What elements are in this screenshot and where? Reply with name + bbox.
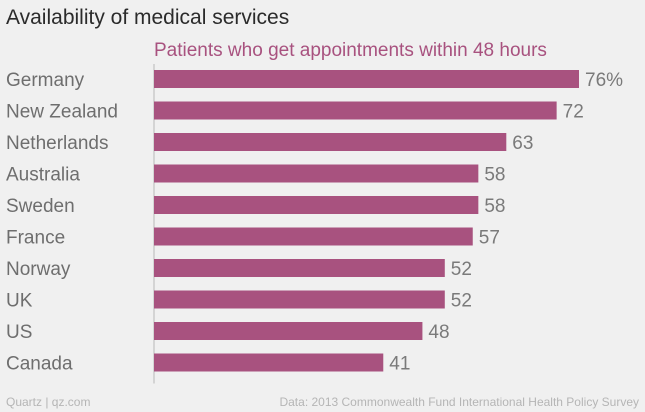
category-label: US [6, 322, 32, 343]
bar [154, 196, 479, 214]
bar [154, 353, 384, 372]
chart-title: Availability of medical services [6, 6, 290, 29]
value-label: 52 [451, 259, 472, 280]
bar [154, 322, 423, 340]
value-label: 63 [512, 133, 533, 154]
value-label: 58 [484, 165, 505, 186]
category-label: UK [6, 291, 33, 312]
category-label: Netherlands [6, 133, 108, 154]
category-label: Norway [6, 259, 71, 280]
value-label: 57 [479, 228, 500, 249]
chart-subtitle: Patients who get appointments within 48 … [154, 40, 547, 61]
value-label: 41 [389, 354, 410, 375]
value-label: 58 [484, 196, 505, 217]
bar [154, 164, 479, 183]
bar [154, 70, 579, 88]
category-label: Germany [6, 70, 85, 91]
category-label: Australia [6, 165, 80, 186]
value-label: 72 [563, 102, 584, 123]
category-label: Sweden [6, 196, 75, 217]
value-label: 48 [428, 322, 449, 343]
value-label: 76% [585, 70, 623, 91]
bar [154, 259, 445, 277]
data-source: Data: 2013 Commonwealth Fund Internation… [279, 395, 639, 409]
bar [154, 133, 507, 151]
category-label: New Zealand [6, 102, 118, 123]
bar [154, 290, 445, 309]
category-label: Canada [6, 354, 73, 375]
value-label: 52 [451, 291, 472, 312]
category-label: France [6, 228, 65, 249]
bar-chart: Patients who get appointments within 48 … [6, 40, 623, 384]
brand-credit: Quartz | qz.com [6, 395, 91, 409]
bar [154, 227, 473, 246]
bar [154, 101, 557, 120]
